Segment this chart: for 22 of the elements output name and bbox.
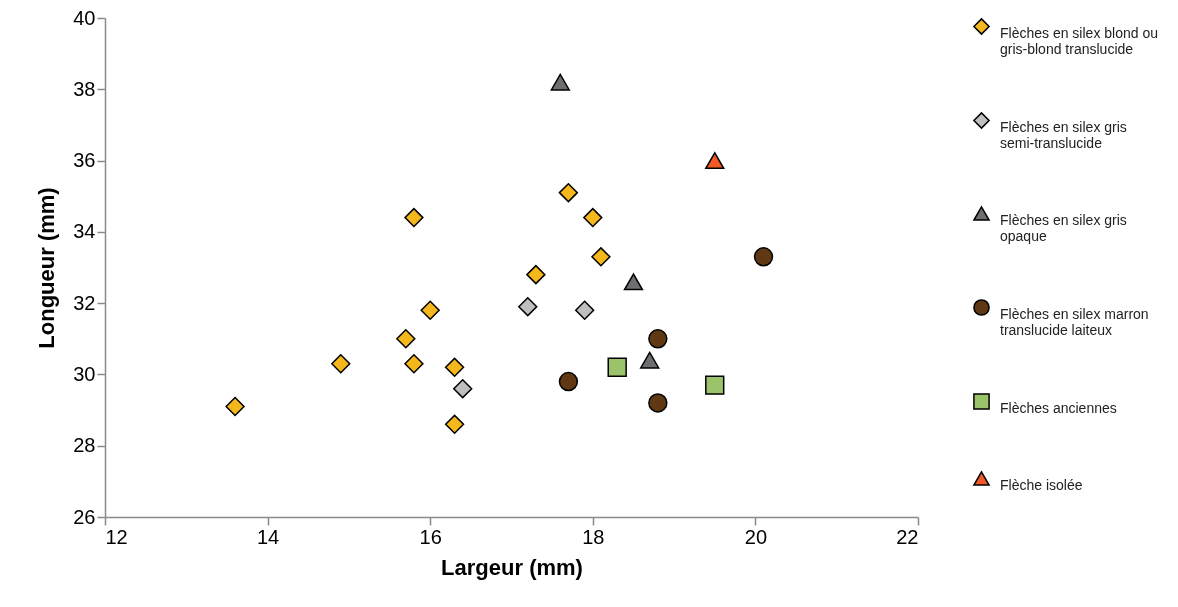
- y-tick-label: 30: [73, 362, 96, 385]
- x-tick-label: 20: [744, 525, 768, 548]
- y-tick-label: 34: [73, 220, 96, 243]
- y-tick-label: 26: [73, 505, 96, 528]
- x-tick-label: 16: [419, 525, 442, 548]
- y-tick-label: 28: [73, 434, 96, 457]
- x-axis-title: Largeur (mm): [441, 554, 583, 580]
- y-tick-label: 32: [73, 291, 96, 314]
- legend-label: Flèches en silex gris opaque: [1000, 211, 1127, 244]
- y-tick-label: 40: [73, 6, 96, 29]
- x-tick-label: 14: [256, 525, 280, 548]
- y-tick-label: 38: [73, 77, 96, 100]
- legend-label: Flèche isolée: [1000, 476, 1083, 493]
- x-tick-label: 22: [896, 525, 919, 548]
- legend-label: Flèches en silex gris semi-translucide: [1000, 118, 1127, 151]
- y-tick-label: 36: [73, 149, 96, 172]
- legend-label: Flèches anciennes: [1000, 399, 1117, 416]
- legend-label: Flèches en silex blond ou gris-blond translucide: [1000, 24, 1158, 57]
- x-tick-label: 18: [582, 525, 605, 548]
- legend-label: Flèches en silex marron translucide laiteux: [1000, 305, 1149, 338]
- y-axis-title: Longueur (mm): [34, 187, 60, 349]
- x-tick-label: 12: [105, 525, 128, 548]
